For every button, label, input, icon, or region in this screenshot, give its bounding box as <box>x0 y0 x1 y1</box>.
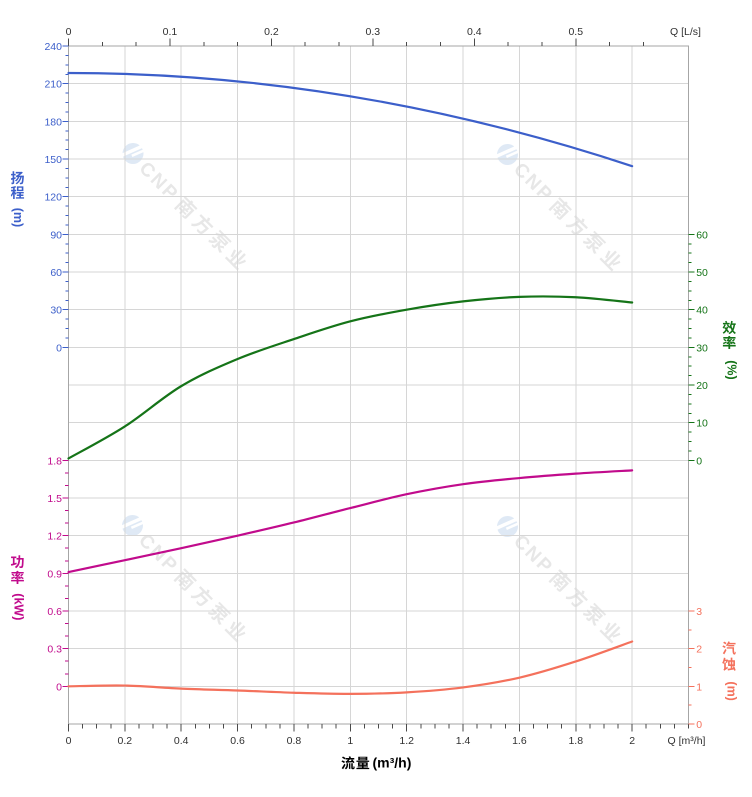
svg-text:0: 0 <box>56 342 62 354</box>
svg-text:0.4: 0.4 <box>467 26 482 38</box>
svg-text:0.4: 0.4 <box>174 735 189 747</box>
svg-text:2: 2 <box>696 644 702 656</box>
svg-text:(kW): (kW) <box>11 593 25 620</box>
svg-text:20: 20 <box>696 380 708 392</box>
svg-text:0.2: 0.2 <box>118 735 133 747</box>
svg-text:240: 240 <box>44 41 62 53</box>
svg-text:0.3: 0.3 <box>47 644 62 656</box>
svg-text:0.1: 0.1 <box>163 26 178 38</box>
svg-text:(m): (m) <box>11 208 25 227</box>
svg-text:(%): (%) <box>725 360 739 379</box>
svg-text:1.6: 1.6 <box>512 735 527 747</box>
svg-text:30: 30 <box>696 342 708 354</box>
svg-text:0: 0 <box>696 455 702 467</box>
svg-text:1: 1 <box>696 681 702 693</box>
svg-text:30: 30 <box>50 305 62 317</box>
svg-text:1.5: 1.5 <box>47 493 62 505</box>
svg-text:1: 1 <box>347 735 353 747</box>
svg-text:1.8: 1.8 <box>568 735 583 747</box>
svg-text:210: 210 <box>44 79 62 91</box>
svg-text:0.6: 0.6 <box>230 735 245 747</box>
svg-text:0.3: 0.3 <box>366 26 381 38</box>
svg-text:0.8: 0.8 <box>287 735 302 747</box>
svg-text:0: 0 <box>66 26 72 38</box>
svg-text:Q [L/s]: Q [L/s] <box>670 26 701 38</box>
svg-text:0.5: 0.5 <box>568 26 583 38</box>
svg-text:CNP: CNP <box>135 158 183 206</box>
svg-text:0.6: 0.6 <box>47 606 62 618</box>
svg-text:Q [m³/h]: Q [m³/h] <box>668 735 706 747</box>
svg-text:180: 180 <box>44 116 62 128</box>
svg-text:60: 60 <box>50 267 62 279</box>
svg-text:1.8: 1.8 <box>47 455 62 467</box>
svg-text:1.2: 1.2 <box>399 735 414 747</box>
svg-text:0: 0 <box>696 719 702 731</box>
svg-text:40: 40 <box>696 305 708 317</box>
svg-text:10: 10 <box>696 418 708 430</box>
svg-text:2: 2 <box>629 735 635 747</box>
svg-text:150: 150 <box>44 154 62 166</box>
svg-text:60: 60 <box>696 229 708 241</box>
svg-text:0.9: 0.9 <box>47 568 62 580</box>
svg-text:1.4: 1.4 <box>456 735 471 747</box>
svg-text:CNP: CNP <box>509 531 557 579</box>
svg-text:0: 0 <box>56 681 62 693</box>
svg-text:90: 90 <box>50 229 62 241</box>
svg-text:0: 0 <box>66 735 72 747</box>
svg-text:50: 50 <box>696 267 708 279</box>
svg-text:(m): (m) <box>724 681 738 700</box>
svg-text:120: 120 <box>44 192 62 204</box>
svg-text:1.2: 1.2 <box>47 531 62 543</box>
svg-text:(m³/h): (m³/h) <box>373 755 412 771</box>
svg-text:0.2: 0.2 <box>264 26 279 38</box>
svg-text:CNP: CNP <box>509 159 557 207</box>
svg-text:3: 3 <box>696 606 702 618</box>
